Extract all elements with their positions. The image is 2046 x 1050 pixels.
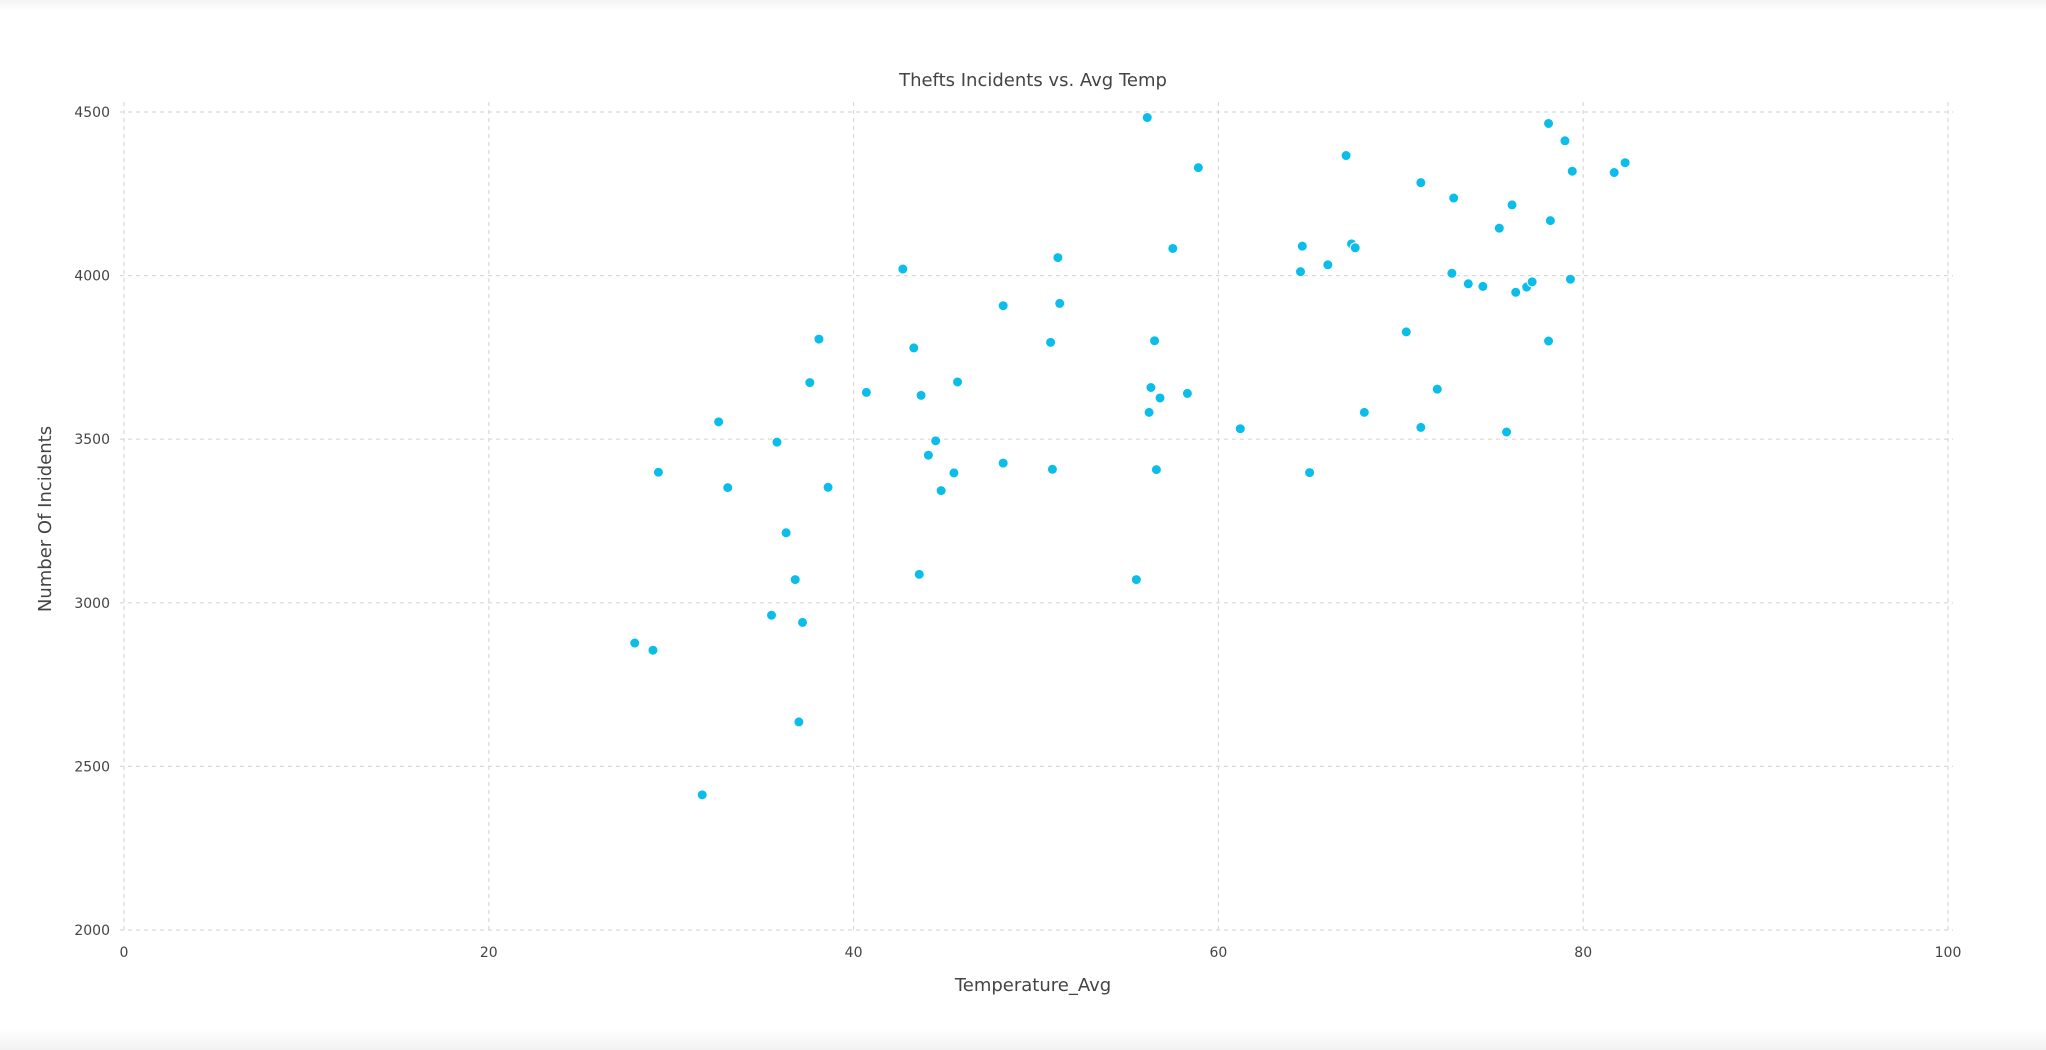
data-points — [629, 112, 1631, 801]
data-point[interactable] — [930, 435, 942, 447]
data-point[interactable] — [1619, 157, 1631, 169]
data-point[interactable] — [1543, 335, 1555, 347]
data-point[interactable] — [1608, 167, 1620, 179]
data-point[interactable] — [1154, 392, 1166, 404]
data-point[interactable] — [771, 436, 783, 448]
data-point[interactable] — [1477, 280, 1489, 292]
data-point[interactable] — [1462, 278, 1474, 290]
data-point[interactable] — [1566, 165, 1578, 177]
data-point[interactable] — [780, 527, 792, 539]
data-point[interactable] — [797, 616, 809, 628]
data-point[interactable] — [1415, 421, 1427, 433]
grid — [120, 102, 1953, 931]
data-point[interactable] — [1167, 242, 1179, 254]
data-point[interactable] — [1304, 467, 1316, 479]
y-tick-label: 2500 — [74, 759, 110, 775]
x-tick-label: 60 — [1209, 945, 1227, 961]
data-point[interactable] — [1493, 222, 1505, 234]
data-point[interactable] — [1296, 240, 1308, 252]
data-point[interactable] — [1415, 177, 1427, 189]
data-point[interactable] — [922, 449, 934, 461]
data-point[interactable] — [897, 263, 909, 275]
y-tick-label: 2000 — [74, 923, 110, 939]
data-point[interactable] — [1054, 297, 1066, 309]
data-point[interactable] — [1322, 259, 1334, 271]
data-point[interactable] — [997, 457, 1009, 469]
data-point[interactable] — [1510, 286, 1522, 298]
tick-labels: 0 20 40 60 80 100 2000 2500 3000 3500 4000 4500 — [74, 105, 1961, 961]
x-axis-title: Temperature_Avg — [954, 975, 1111, 996]
chart-title: Thefts Incidents vs. Avg Temp — [898, 70, 1167, 91]
data-point[interactable] — [696, 789, 708, 801]
data-point[interactable] — [1544, 215, 1556, 227]
data-point[interactable] — [1501, 426, 1513, 438]
bottom-shade — [0, 1028, 2046, 1050]
data-point[interactable] — [1564, 273, 1576, 285]
data-point[interactable] — [1358, 406, 1370, 418]
data-point[interactable] — [913, 568, 925, 580]
data-point[interactable] — [813, 333, 825, 345]
data-point[interactable] — [935, 485, 947, 497]
y-tick-label: 3000 — [74, 596, 110, 612]
data-point[interactable] — [1340, 150, 1352, 162]
data-point[interactable] — [793, 716, 805, 728]
data-point[interactable] — [1526, 276, 1538, 288]
data-point[interactable] — [1052, 252, 1064, 264]
data-point[interactable] — [948, 467, 960, 479]
top-shade — [0, 0, 2046, 10]
data-point[interactable] — [1150, 464, 1162, 476]
y-tick-label: 4000 — [74, 269, 110, 285]
data-point[interactable] — [1349, 242, 1361, 254]
data-point[interactable] — [766, 609, 778, 621]
data-point[interactable] — [713, 416, 725, 428]
data-point[interactable] — [652, 466, 664, 478]
data-point[interactable] — [647, 644, 659, 656]
x-tick-label: 80 — [1574, 945, 1592, 961]
data-point[interactable] — [1192, 162, 1204, 174]
data-point[interactable] — [629, 637, 641, 649]
data-point[interactable] — [804, 377, 816, 389]
data-point[interactable] — [860, 386, 872, 398]
data-point[interactable] — [1294, 266, 1306, 278]
data-point[interactable] — [1143, 406, 1155, 418]
x-tick-label: 20 — [480, 945, 498, 961]
data-point[interactable] — [1181, 387, 1193, 399]
data-point[interactable] — [1141, 112, 1153, 124]
data-point[interactable] — [1234, 423, 1246, 435]
data-point[interactable] — [822, 481, 834, 493]
data-point[interactable] — [1145, 382, 1157, 394]
data-point[interactable] — [1446, 267, 1458, 279]
data-point[interactable] — [722, 482, 734, 494]
data-point[interactable] — [997, 300, 1009, 312]
data-point[interactable] — [952, 376, 964, 388]
x-tick-label: 40 — [845, 945, 863, 961]
data-point[interactable] — [1046, 463, 1058, 475]
data-point[interactable] — [789, 574, 801, 586]
x-tick-label: 0 — [120, 945, 129, 961]
data-point[interactable] — [1448, 192, 1460, 204]
data-point[interactable] — [1506, 199, 1518, 211]
x-tick-label: 100 — [1935, 945, 1962, 961]
data-point[interactable] — [915, 389, 927, 401]
data-point[interactable] — [1431, 383, 1443, 395]
data-point[interactable] — [1559, 135, 1571, 147]
data-point[interactable] — [1543, 117, 1555, 129]
data-point[interactable] — [1400, 326, 1412, 338]
data-point[interactable] — [1130, 574, 1142, 586]
y-tick-label: 3500 — [74, 432, 110, 448]
y-axis-title: Number Of Incidents — [35, 426, 56, 612]
data-point[interactable] — [1149, 335, 1161, 347]
data-point[interactable] — [908, 342, 920, 354]
y-tick-label: 4500 — [74, 105, 110, 121]
data-point[interactable] — [1045, 336, 1057, 348]
